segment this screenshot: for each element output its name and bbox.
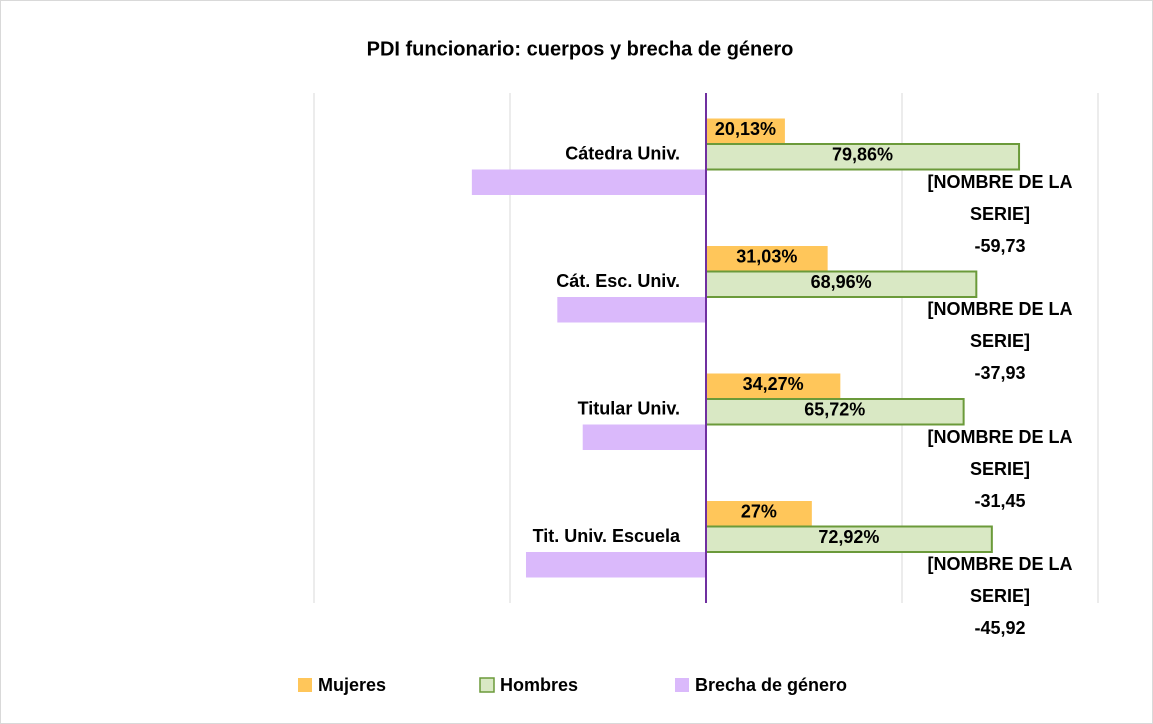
data-label: [NOMBRE DE LA SERIE] -37,93 bbox=[905, 293, 1095, 389]
bar bbox=[706, 246, 828, 272]
legend-swatch bbox=[479, 677, 495, 693]
data-label-value: -31,45 bbox=[974, 490, 1026, 511]
data-label-value: -59,73 bbox=[974, 235, 1026, 256]
data-label: 65,72% bbox=[804, 400, 865, 420]
data-label-prefix: [NOMBRE DE LA SERIE] bbox=[927, 426, 1073, 479]
bar bbox=[705, 398, 965, 426]
bar bbox=[525, 552, 706, 578]
category-label: Cát. Esc. Univ. bbox=[556, 271, 680, 291]
bar bbox=[706, 118, 785, 144]
data-label: 27% bbox=[741, 502, 777, 522]
data-label-prefix: [NOMBRE DE LA SERIE] bbox=[927, 299, 1073, 351]
chart-title: PDI funcionario: cuerpos y brecha de gén… bbox=[367, 38, 794, 60]
data-label-value: -45,92 bbox=[974, 618, 1026, 638]
legend-swatch bbox=[675, 678, 689, 692]
data-label: [NOMBRE DE LA SERIE] -31,45 bbox=[905, 421, 1095, 517]
bar bbox=[706, 501, 812, 527]
bar bbox=[582, 424, 706, 450]
data-label-value: -37,93 bbox=[974, 363, 1026, 383]
data-label: 79,86% bbox=[832, 145, 893, 165]
data-label: 20,13% bbox=[715, 119, 776, 139]
data-label: 72,92% bbox=[818, 527, 879, 547]
bar bbox=[705, 143, 1021, 171]
bar bbox=[705, 270, 978, 298]
data-label-prefix: [NOMBRE DE LA SERIE] bbox=[927, 171, 1073, 224]
bar bbox=[705, 525, 993, 553]
legend-label: Brecha de género bbox=[695, 675, 847, 695]
category-label: Titular Univ. bbox=[578, 399, 680, 419]
data-label-prefix: [NOMBRE DE LA SERIE] bbox=[927, 554, 1073, 606]
data-label: [NOMBRE DE LA SERIE] -59,73 bbox=[905, 166, 1095, 262]
data-label: 34,27% bbox=[743, 374, 804, 394]
legend-label: Hombres bbox=[500, 675, 578, 695]
data-label: 31,03% bbox=[736, 247, 797, 267]
legend-swatch bbox=[298, 678, 312, 692]
category-label: Tit. Univ. Escuela bbox=[533, 526, 681, 546]
bar bbox=[471, 169, 706, 195]
data-label: [NOMBRE DE LA SERIE] -45,92 bbox=[905, 548, 1095, 644]
bar bbox=[706, 373, 841, 399]
data-label: 68,96% bbox=[811, 272, 872, 292]
bar bbox=[557, 297, 706, 323]
legend-label: Mujeres bbox=[318, 675, 386, 695]
category-label: Cátedra Univ. bbox=[565, 144, 680, 164]
